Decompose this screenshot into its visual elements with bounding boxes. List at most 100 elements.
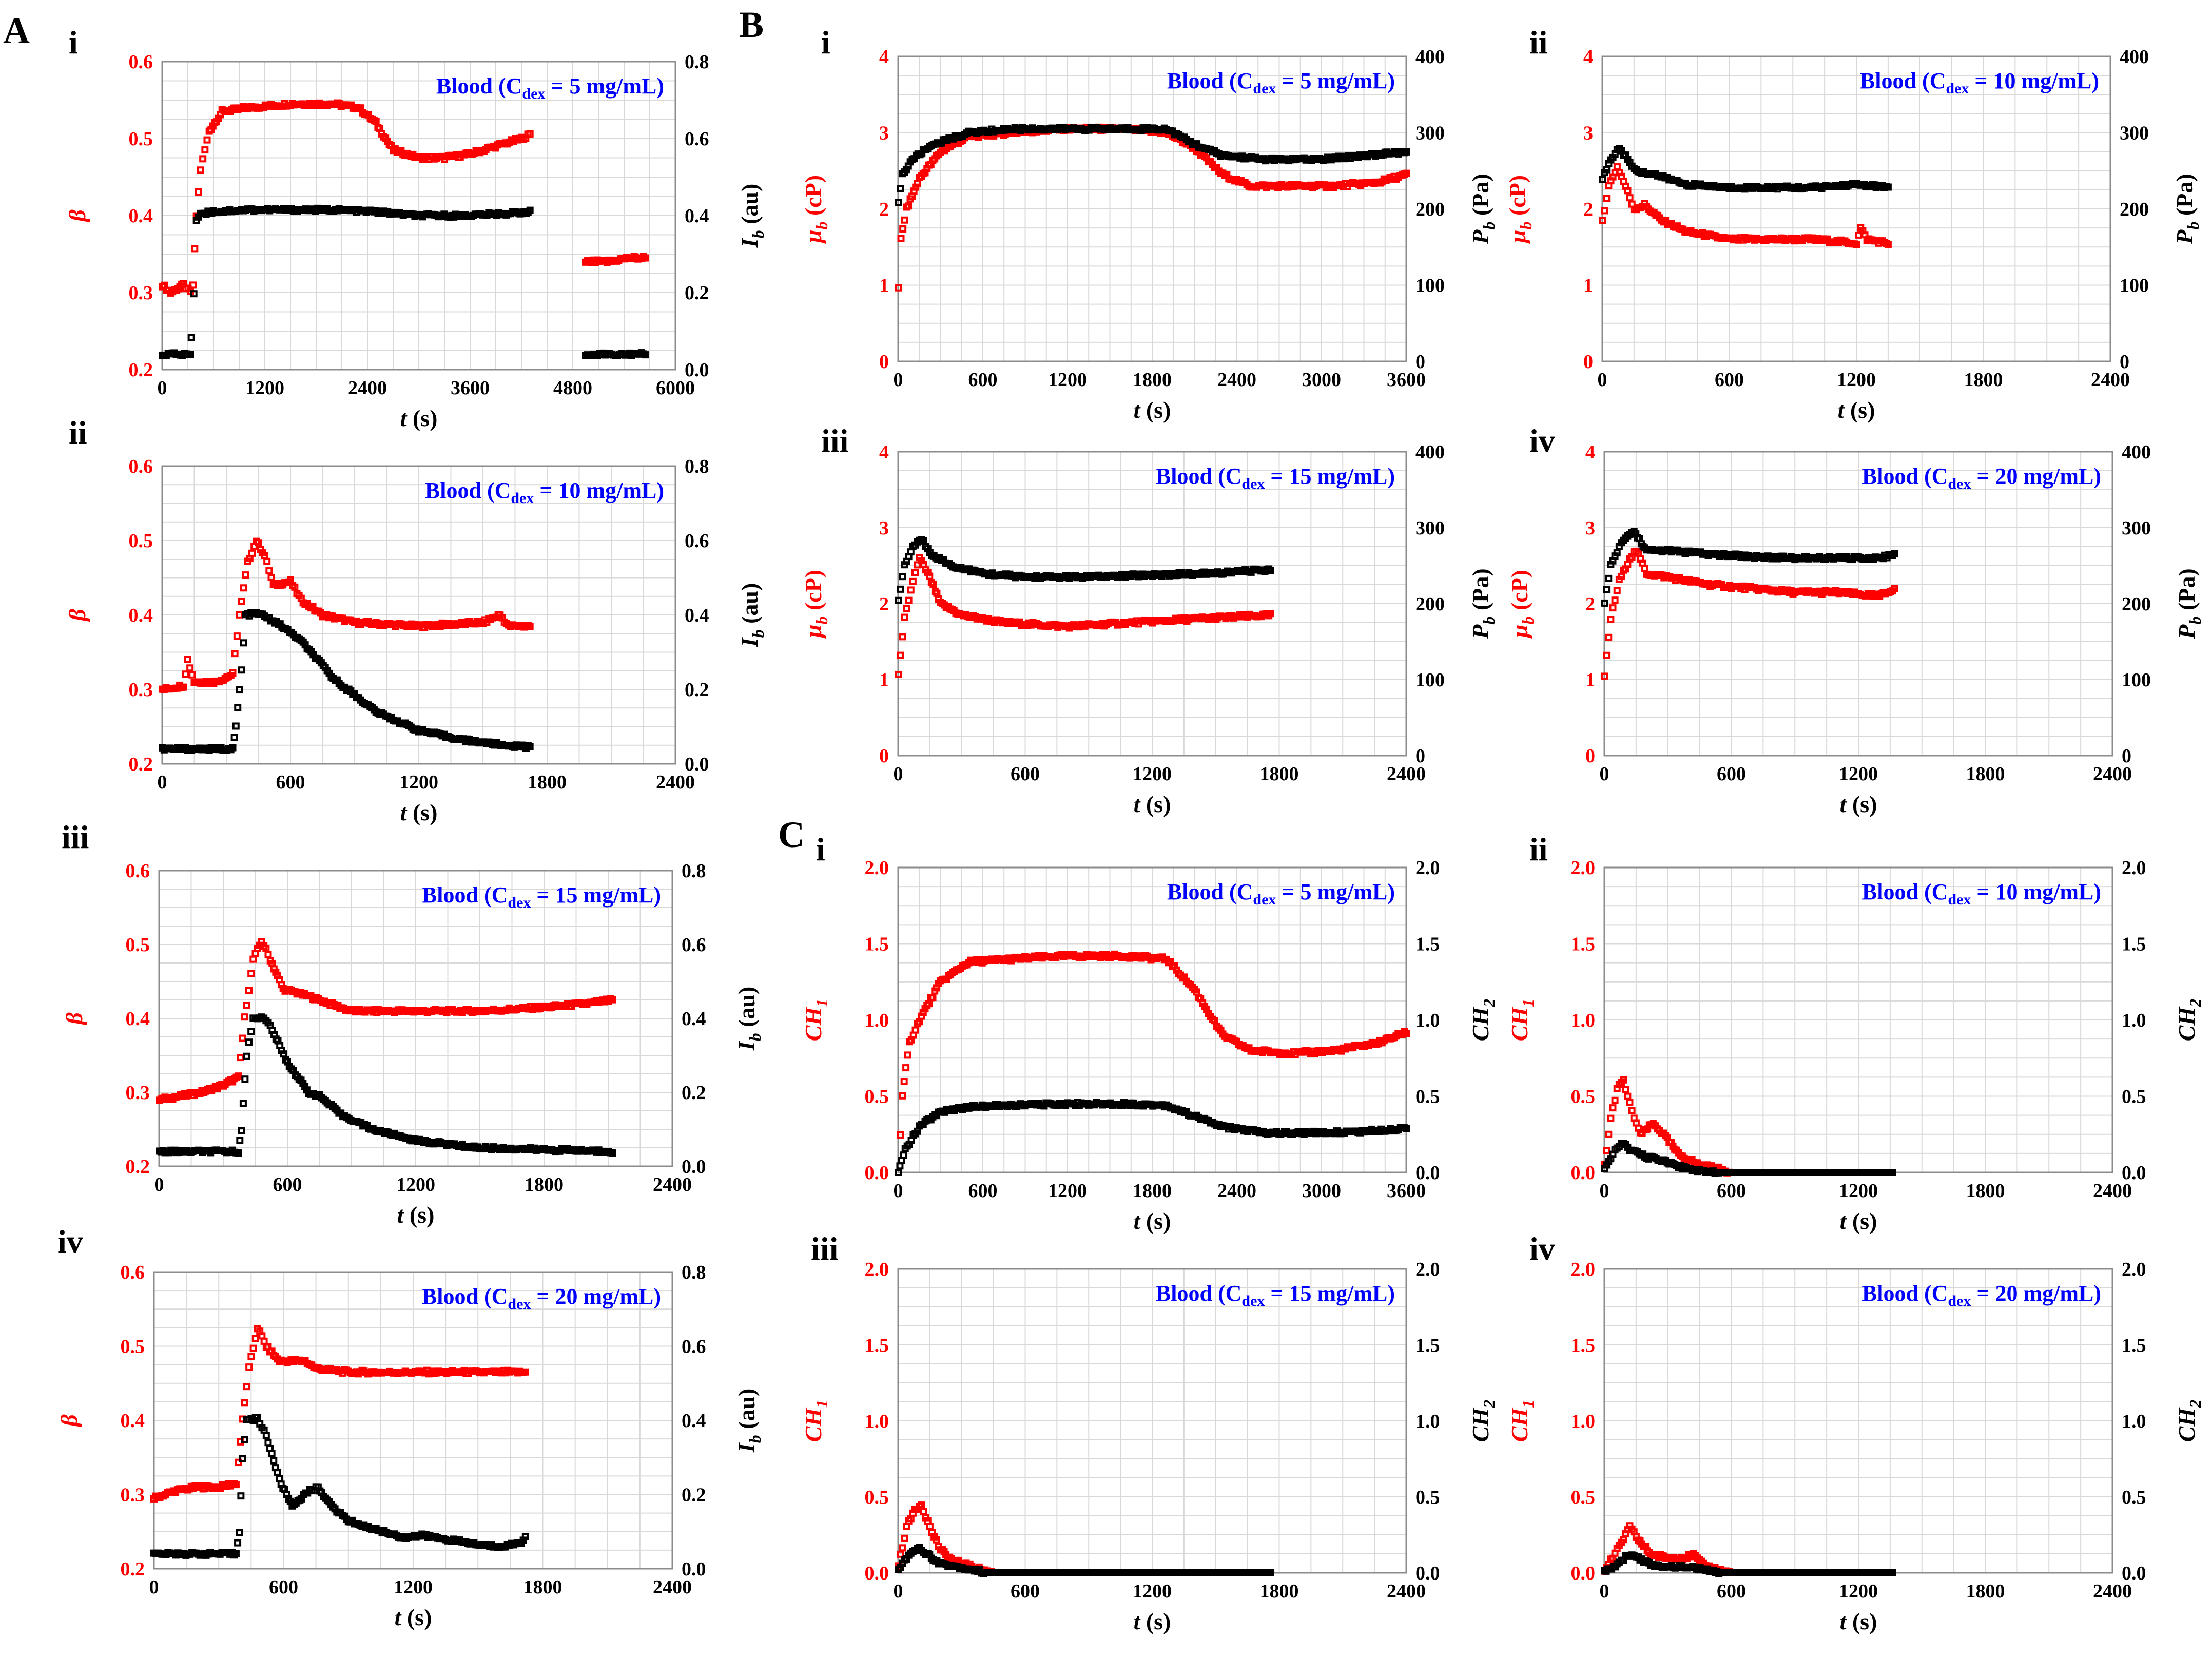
data-point: [236, 686, 243, 694]
y-left-tick-label: 4: [879, 46, 889, 68]
data-point: [1267, 610, 1274, 618]
y-right-axis-label: Pb (Pa): [1467, 174, 1498, 244]
y-right-tick-label: 300: [2122, 517, 2151, 539]
data-point: [899, 573, 906, 581]
y-left-tick-label: 4: [879, 441, 889, 463]
series-β: [156, 938, 616, 1104]
data-point: [929, 994, 937, 1002]
x-tick-label: 1200: [1048, 1180, 1087, 1202]
x-tick-label: 3600: [451, 377, 490, 399]
y-right-axis-label: Pb (Pa): [2174, 568, 2204, 639]
y-left-axis-label: CH1: [1506, 999, 1537, 1041]
y-right-tick-label: 1.0: [1415, 1010, 1440, 1031]
data-point: [239, 1455, 246, 1462]
data-point: [1607, 615, 1615, 623]
data-point: [268, 1450, 276, 1457]
y-right-tick-label: 100: [1415, 669, 1445, 691]
data-point: [1603, 195, 1611, 202]
data-point: [1603, 586, 1611, 593]
y-left-tick-label: 0.0: [865, 1563, 889, 1584]
chart-A-iv: iv0 600 1200 1800 24000.20.30.40.50.60.00.20…: [56, 1223, 764, 1630]
panel-label: i: [821, 24, 830, 61]
data-point: [911, 569, 919, 576]
data-point: [240, 584, 247, 592]
panel-label: iii: [811, 1230, 838, 1267]
data-point: [233, 632, 241, 640]
x-tick-label: 1200: [1839, 763, 1878, 785]
x-tick-label: 0: [158, 377, 167, 399]
data-point: [895, 670, 902, 678]
panel-label: i: [69, 24, 78, 61]
y-left-tick-label: 3: [879, 123, 889, 144]
series-μb: [895, 123, 1410, 292]
data-point: [195, 188, 202, 196]
data-point: [232, 722, 240, 730]
data-point: [609, 1149, 616, 1157]
panel-label: iii: [62, 819, 89, 855]
data-point: [903, 605, 910, 612]
y-right-axis-label: Ib (au): [736, 583, 767, 648]
data-point: [241, 1399, 248, 1407]
data-point: [238, 597, 245, 605]
data-point: [1605, 633, 1613, 641]
data-point: [895, 284, 902, 292]
series-Pb: [1601, 528, 1898, 607]
x-tick-label: 1800: [1964, 369, 2003, 391]
y-right-tick-label: 400: [2122, 441, 2151, 463]
x-tick-label: 1200: [394, 1576, 433, 1598]
x-tick-label: 1800: [1966, 763, 2005, 785]
grid: [1604, 868, 2112, 1172]
x-axis-label: t (s): [1840, 791, 1877, 817]
x-axis-label: t (s): [1134, 1208, 1171, 1234]
data-point: [901, 216, 908, 224]
panel-label: iv: [1529, 1230, 1555, 1267]
data-point: [1626, 1099, 1634, 1106]
data-point: [526, 623, 534, 630]
y-right-axis-label: CH2: [1467, 1400, 1498, 1442]
data-point: [897, 585, 904, 593]
data-point: [1618, 572, 1625, 580]
chart-A-ii: ii0 600 1200 1800 24000.20.30.40.50.60.00.20…: [64, 414, 767, 825]
data-point: [1267, 1569, 1274, 1576]
grid: [1604, 452, 2112, 756]
data-point: [521, 1368, 529, 1376]
data-point: [263, 557, 271, 565]
data-point: [1599, 217, 1606, 224]
data-point: [901, 613, 908, 621]
data-point: [900, 1151, 907, 1159]
y-left-tick-label: 0.6: [121, 1262, 145, 1283]
series-Ib: [159, 609, 534, 754]
y-left-tick-label: 1.0: [1571, 1010, 1596, 1031]
data-point: [247, 1028, 255, 1035]
data-point: [187, 351, 194, 358]
data-point: [1403, 148, 1410, 156]
data-point: [526, 130, 534, 138]
data-point: [1853, 241, 1860, 248]
data-point: [229, 669, 237, 677]
y-left-axis-label: CH1: [800, 1400, 831, 1442]
y-right-tick-label: 0.0: [682, 1558, 706, 1580]
data-point: [1599, 176, 1606, 183]
x-tick-label: 0: [894, 1581, 903, 1602]
data-point: [243, 1383, 250, 1391]
data-point: [242, 571, 249, 579]
data-point: [184, 656, 191, 663]
data-point: [251, 1335, 259, 1342]
y-left-tick-label: 0.0: [1571, 1162, 1596, 1184]
data-point: [241, 1013, 248, 1021]
data-point: [899, 1544, 906, 1552]
y-left-tick-label: 0.3: [121, 1485, 145, 1506]
y-right-tick-label: 0.2: [682, 1485, 706, 1506]
data-point: [264, 951, 272, 958]
plot-frame: [153, 1271, 673, 1570]
grid: [154, 1272, 672, 1569]
y-right-tick-label: 0.8: [685, 456, 709, 477]
data-point: [239, 1034, 246, 1042]
x-tick-label: 0: [158, 772, 167, 793]
y-right-tick-label: 0.4: [682, 1410, 706, 1432]
data-point: [1884, 183, 1892, 191]
data-point: [1605, 1130, 1613, 1138]
series-Pb: [1599, 145, 1892, 193]
y-left-tick-label: 0.0: [865, 1162, 889, 1184]
y-left-tick-label: 0.5: [129, 530, 153, 552]
